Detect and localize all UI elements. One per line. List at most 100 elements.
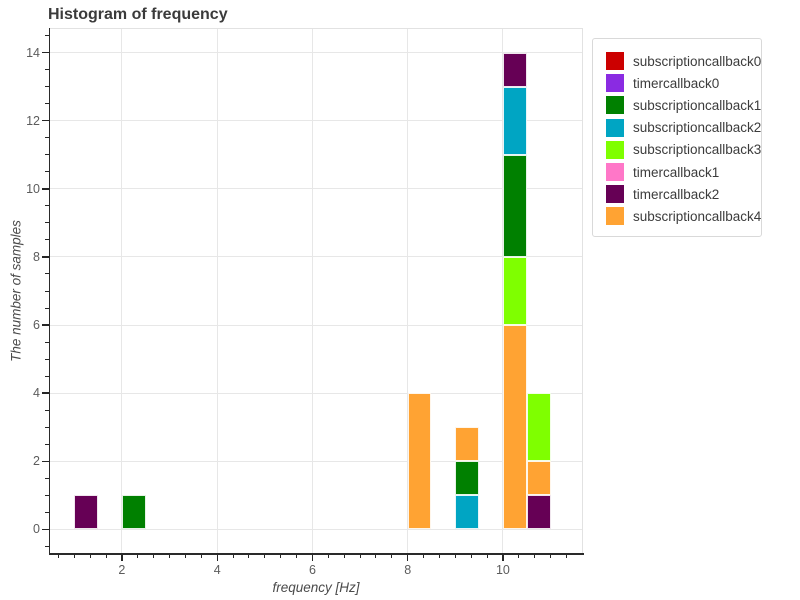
y-major-tick <box>42 392 49 394</box>
gridline-y <box>50 256 582 258</box>
gridline-y <box>50 460 582 462</box>
x-axis-label: frequency [Hz] <box>272 580 360 595</box>
legend-item-subscriptioncallback4: subscriptioncallback4 <box>606 207 762 226</box>
legend-swatch-subscriptioncallback0 <box>606 52 624 70</box>
y-tick-label: 4 <box>33 386 40 401</box>
x-minor-tick <box>343 554 345 558</box>
x-minor-tick <box>454 554 456 558</box>
x-minor-tick <box>153 554 155 558</box>
x-major-tick <box>121 554 123 561</box>
x-major-tick <box>502 554 504 561</box>
legend-item-subscriptioncallback0: subscriptioncallback0 <box>606 52 761 70</box>
gridline-x <box>216 29 218 553</box>
x-minor-tick <box>73 554 75 558</box>
legend-item-subscriptioncallback2: subscriptioncallback2 <box>606 118 761 137</box>
y-minor-tick <box>44 341 49 343</box>
x-minor-tick <box>391 554 393 558</box>
x-tick-label: 6 <box>308 563 316 577</box>
y-tick-label: 2 <box>33 454 40 469</box>
y-major-tick <box>42 256 49 258</box>
bar-segment-timercallback2 <box>526 495 551 530</box>
x-minor-tick <box>565 554 567 558</box>
x-major-tick <box>311 554 313 561</box>
legend-label-timercallback1: timercallback1 <box>633 164 720 180</box>
x-minor-tick <box>89 554 91 558</box>
legend-label-timercallback0: timercallback0 <box>633 75 720 91</box>
bar-segment-subscriptioncallback1 <box>502 154 527 257</box>
legend-swatch-timercallback1 <box>606 163 624 181</box>
y-minor-tick <box>44 222 49 224</box>
legend-label-subscriptioncallback1: subscriptioncallback1 <box>633 97 762 113</box>
x-minor-tick <box>57 554 59 558</box>
y-minor-tick <box>44 443 49 445</box>
x-minor-tick <box>470 554 472 558</box>
x-minor-tick <box>184 554 186 558</box>
legend-item-timercallback2: timercallback2 <box>606 185 720 204</box>
bar-segment-subscriptioncallback1 <box>455 461 480 496</box>
legend-swatch-timercallback0 <box>606 74 624 93</box>
y-minor-tick <box>44 171 49 173</box>
x-minor-tick <box>518 554 520 558</box>
legend-label-subscriptioncallback4: subscriptioncallback4 <box>633 208 762 224</box>
bar-segment-subscriptioncallback4 <box>502 325 527 530</box>
bar-segment-subscriptioncallback3 <box>502 256 527 326</box>
y-major-tick <box>42 528 49 530</box>
legend-item-timercallback1: timercallback1 <box>606 163 719 181</box>
y-minor-tick <box>44 35 49 37</box>
bottom-spine <box>48 553 584 555</box>
y-minor-tick <box>44 358 49 360</box>
gridline-y <box>50 324 582 326</box>
gridline-y <box>50 52 582 54</box>
y-major-tick <box>42 460 49 462</box>
legend-swatch-timercallback2 <box>606 185 624 204</box>
x-major-tick <box>407 554 409 561</box>
x-minor-tick <box>200 554 202 558</box>
x-tick-label: 10 <box>495 563 510 577</box>
legend-swatch-subscriptioncallback2 <box>606 118 624 137</box>
chart-title: Histogram of frequency <box>48 6 228 23</box>
x-minor-tick <box>264 554 266 558</box>
x-tick-label: 2 <box>118 563 126 577</box>
x-minor-tick <box>375 554 377 558</box>
x-major-tick <box>216 554 218 561</box>
bar-segment-subscriptioncallback4 <box>526 461 551 496</box>
x-tick-label: 4 <box>213 563 221 577</box>
legend-swatch-subscriptioncallback1 <box>606 96 624 115</box>
left-spine <box>48 28 50 554</box>
y-minor-tick <box>44 290 49 292</box>
x-minor-tick <box>232 554 234 558</box>
y-tick-label: 14 <box>26 45 40 60</box>
y-minor-tick <box>44 511 49 513</box>
y-minor-tick <box>44 86 49 88</box>
legend-label-timercallback2: timercallback2 <box>633 186 720 202</box>
x-tick-label: 8 <box>404 563 412 577</box>
y-tick-label: 8 <box>33 249 40 264</box>
gridline-y <box>50 188 582 190</box>
gridline-x <box>407 29 409 553</box>
y-minor-tick <box>44 545 49 547</box>
legend-label-subscriptioncallback0: subscriptioncallback0 <box>633 53 762 69</box>
y-major-tick <box>42 120 49 122</box>
gridline-y <box>50 120 582 122</box>
x-minor-tick <box>105 554 107 558</box>
y-minor-tick <box>44 239 49 241</box>
bar-segment-subscriptioncallback2 <box>502 86 527 155</box>
legend-swatch-subscriptioncallback3 <box>606 140 624 159</box>
legend-item-subscriptioncallback1: subscriptioncallback1 <box>606 96 762 115</box>
y-tick-label: 12 <box>26 113 40 128</box>
x-minor-tick <box>169 554 171 558</box>
y-minor-tick <box>44 375 49 377</box>
y-minor-tick <box>44 426 49 428</box>
y-minor-tick <box>44 103 49 105</box>
y-axis-label: The number of samples <box>8 220 24 362</box>
y-minor-tick <box>44 494 49 496</box>
x-minor-tick <box>248 554 250 558</box>
y-minor-tick <box>44 409 49 411</box>
bar-segment-subscriptioncallback1 <box>121 495 146 530</box>
y-minor-tick <box>44 273 49 275</box>
gridline-y <box>50 392 582 394</box>
bar-segment-timercallback2 <box>74 495 99 530</box>
bar-segment-subscriptioncallback2 <box>455 495 480 530</box>
plot-area <box>50 29 582 553</box>
